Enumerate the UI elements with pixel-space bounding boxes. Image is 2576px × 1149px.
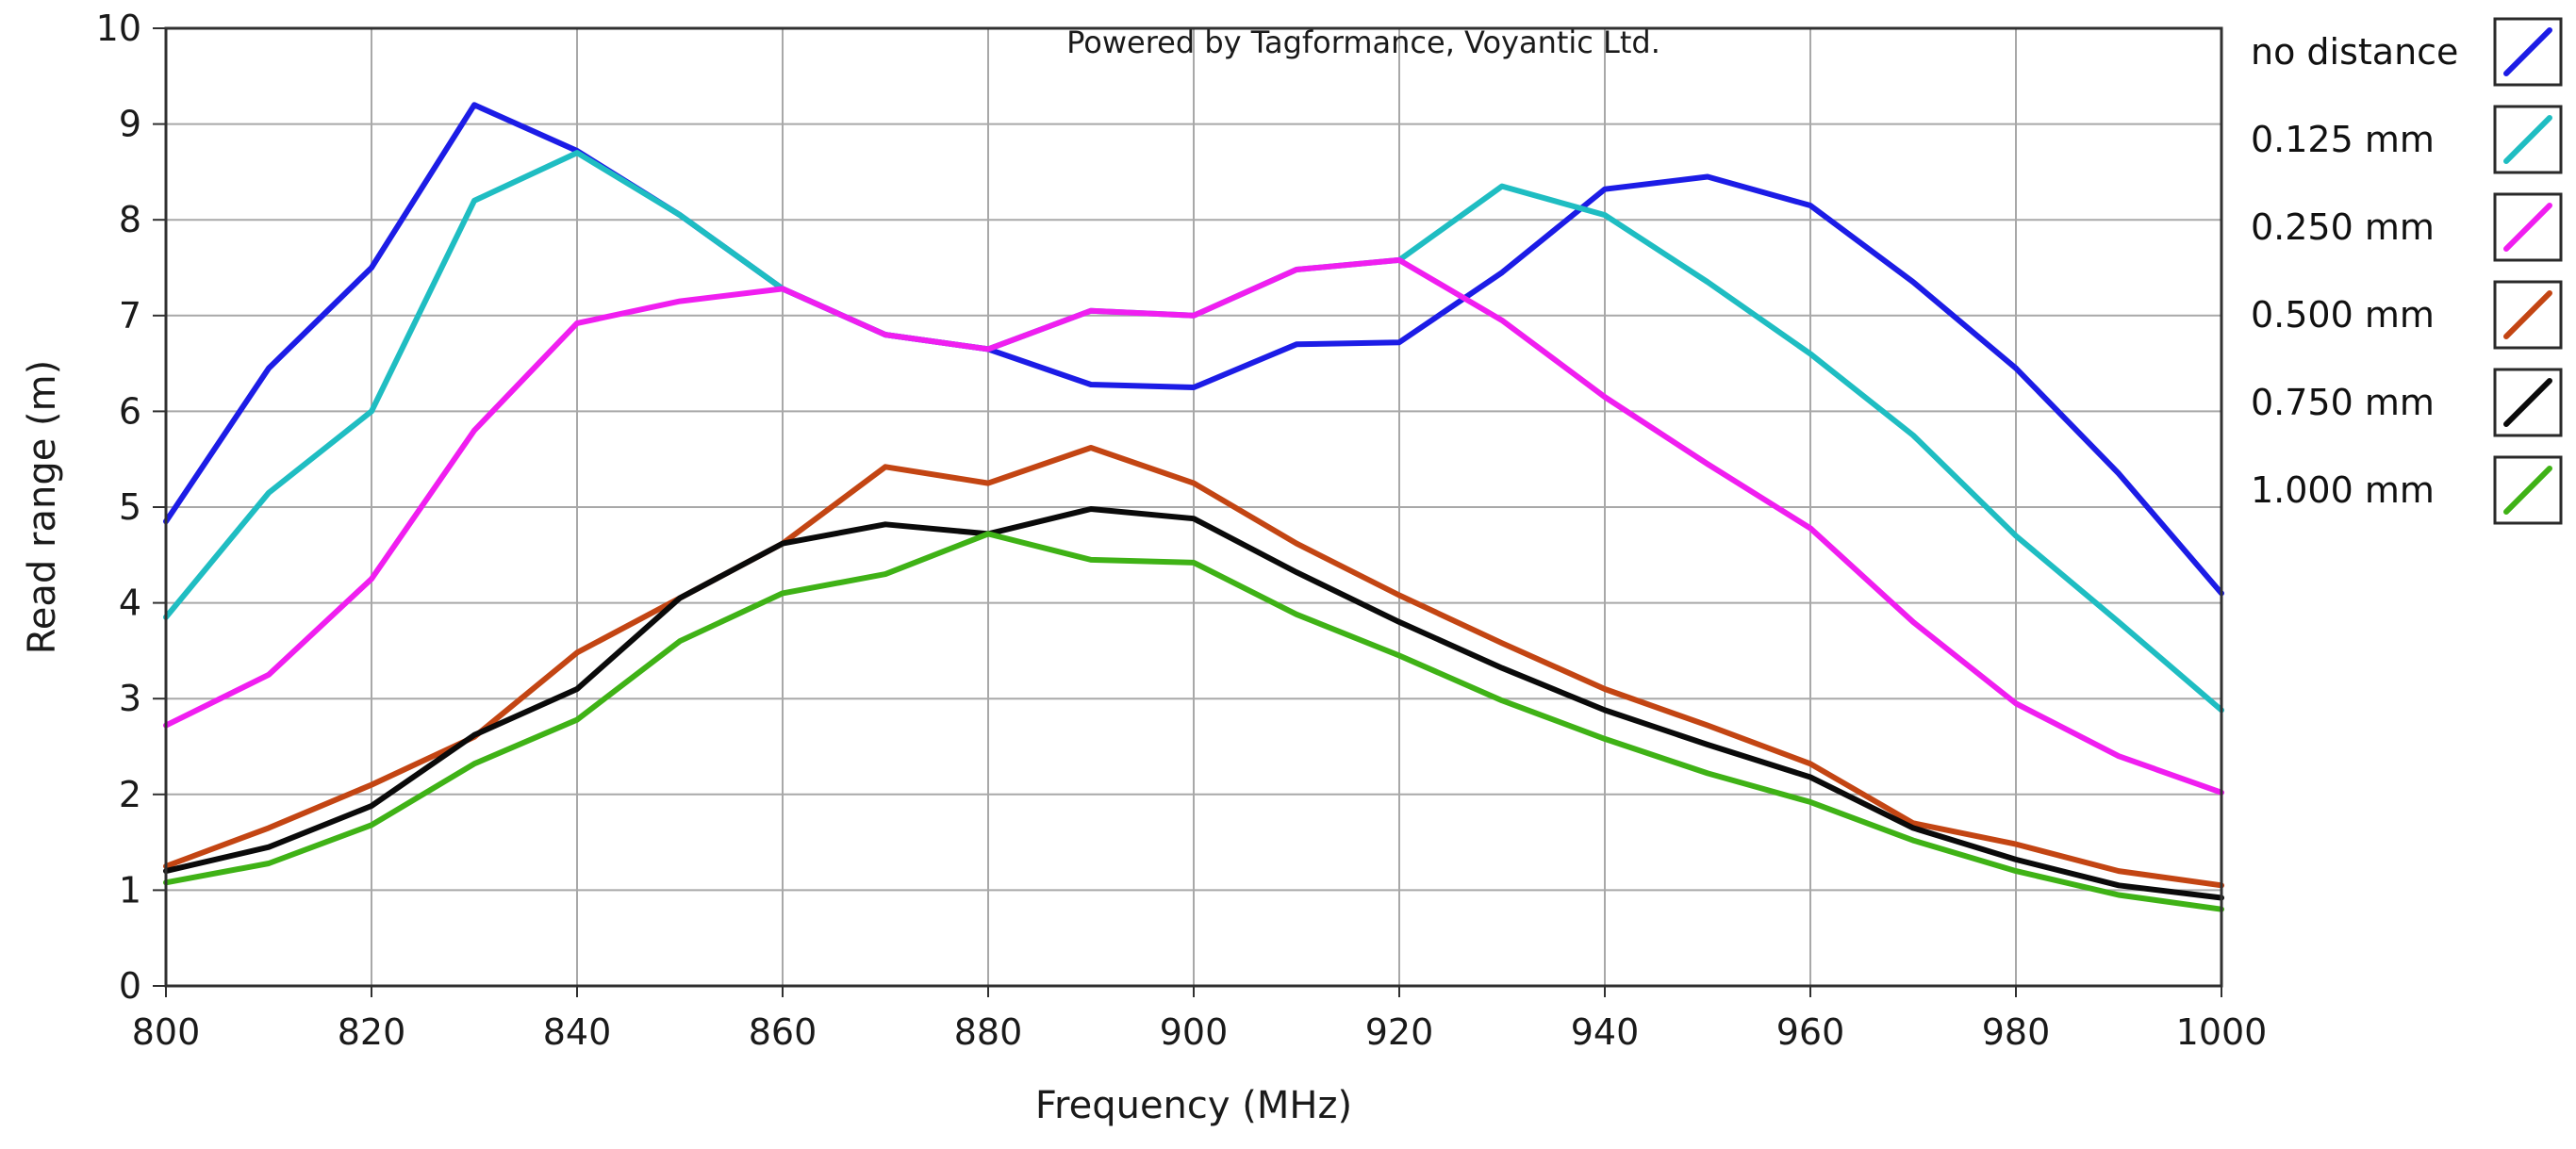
legend-swatch-line	[2503, 290, 2552, 339]
legend-label: no distance	[2251, 31, 2458, 73]
legend-swatch-line	[2503, 203, 2552, 252]
series-line-2	[163, 256, 2224, 796]
legend-swatch-line	[2503, 466, 2552, 515]
y-tick-label: 1	[119, 869, 141, 911]
y-tick-label: 0	[119, 965, 141, 1007]
series-line-0	[163, 102, 2224, 597]
x-tick-label: 900	[1160, 1011, 1229, 1053]
x-tick-label: 980	[1982, 1011, 2051, 1053]
x-tick-label: 800	[132, 1011, 201, 1053]
legend-swatch-line	[2503, 378, 2552, 427]
chart-credit: Powered by Tagformance, Voyantic Ltd.	[1066, 25, 1660, 60]
y-tick-label: 5	[119, 486, 141, 528]
x-tick-label: 820	[338, 1011, 406, 1053]
x-tick-label: 880	[954, 1011, 1023, 1053]
legend-swatch-line	[2503, 27, 2552, 76]
y-tick-label: 6	[119, 390, 141, 432]
x-tick-label: 960	[1776, 1011, 1845, 1053]
legend-label: 0.500 mm	[2251, 294, 2435, 336]
y-axis-title: Read range (m)	[21, 360, 64, 654]
series-line-3	[163, 445, 2224, 889]
x-tick-label: 840	[543, 1011, 612, 1053]
legend-label: 1.000 mm	[2251, 469, 2435, 511]
legend-label: 0.125 mm	[2251, 119, 2435, 160]
legend-label: 0.250 mm	[2251, 206, 2435, 248]
axis-ticks: 800 820 840 860 880 900 920 940 960 980 1000 0 1 2 3 4 5…	[96, 8, 2268, 1053]
y-tick-label: 9	[119, 104, 141, 145]
y-tick-label: 10	[96, 8, 141, 49]
x-axis-title: Frequency (MHz)	[1035, 1084, 1352, 1127]
legend-swatch-line	[2503, 115, 2552, 164]
y-tick-label: 8	[119, 199, 141, 240]
x-tick-label: 860	[749, 1011, 817, 1053]
y-tick-label: 3	[119, 678, 141, 719]
x-tick-label: 1000	[2176, 1011, 2268, 1053]
x-tick-label: 940	[1571, 1011, 1640, 1053]
series-line-4	[163, 506, 2224, 901]
legend-label: 0.750 mm	[2251, 382, 2435, 423]
y-tick-label: 7	[119, 295, 141, 336]
legend: no distance 0.125 mm 0.250 mm 0.500 mm 0.750…	[2251, 17, 2563, 525]
series-line-5	[163, 531, 2224, 912]
x-tick-label: 920	[1365, 1011, 1434, 1053]
series-lines	[163, 102, 2224, 912]
y-tick-label: 2	[119, 774, 141, 815]
y-tick-label: 4	[119, 583, 141, 624]
